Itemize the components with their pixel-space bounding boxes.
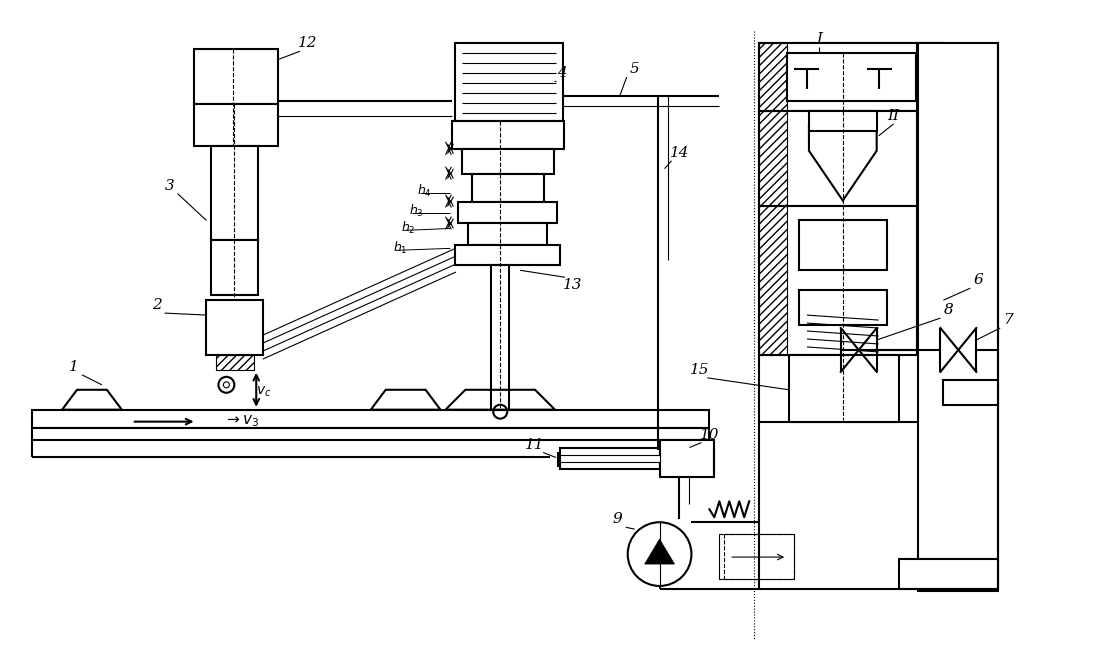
Text: 3: 3 [165,179,175,193]
Text: 14: 14 [670,146,690,160]
Bar [456,43,563,121]
Bar [212,146,258,241]
Text: 6: 6 [974,274,984,287]
Bar [916,111,944,206]
Text: 7: 7 [1004,313,1013,327]
Bar [659,439,714,477]
Bar [560,448,659,470]
Bar [32,410,710,427]
Text: 5: 5 [629,62,639,76]
Bar [759,206,944,355]
Text: 4: 4 [557,66,567,80]
Text: 15: 15 [690,363,710,377]
Bar [216,355,254,370]
Text: $h_3$: $h_3$ [409,202,424,218]
Text: 2: 2 [152,298,162,312]
Bar [468,224,547,245]
Bar [759,206,788,355]
Text: I: I [815,32,822,46]
Bar [759,111,788,206]
Bar [944,380,998,405]
Bar [458,202,557,224]
Bar [452,121,564,149]
Text: 10: 10 [700,427,720,442]
Bar [799,290,887,325]
Bar [462,149,554,173]
Bar [919,43,998,591]
Bar [456,245,560,265]
Bar [491,265,509,410]
Text: $h_2$: $h_2$ [401,220,416,237]
Text: 1: 1 [69,360,79,374]
Text: 11: 11 [526,437,545,452]
Bar [788,53,916,101]
Text: $v_c$: $v_c$ [256,384,272,399]
Bar [809,111,877,131]
Bar [789,355,899,421]
Bar [560,454,659,462]
Bar [759,43,944,111]
Text: 13: 13 [564,278,583,292]
Bar [916,206,944,355]
Bar [472,173,544,202]
Bar [194,49,278,104]
Text: 12: 12 [299,36,317,50]
Bar [799,220,887,270]
Bar [899,559,998,589]
Bar [720,534,794,579]
Bar [212,241,258,295]
Bar [206,300,263,355]
Polygon shape [645,539,674,564]
Bar [759,43,944,421]
Text: 9: 9 [613,512,623,526]
Bar [32,427,710,439]
Bar [194,104,278,146]
Bar [916,43,944,111]
Text: 8: 8 [944,303,954,317]
Text: II: II [888,109,900,123]
Bar [759,43,788,111]
Text: $h_4$: $h_4$ [417,183,432,199]
Bar [759,111,944,206]
Text: $\rightarrow v_3$: $\rightarrow v_3$ [224,414,260,429]
Text: $h_1$: $h_1$ [393,241,408,257]
